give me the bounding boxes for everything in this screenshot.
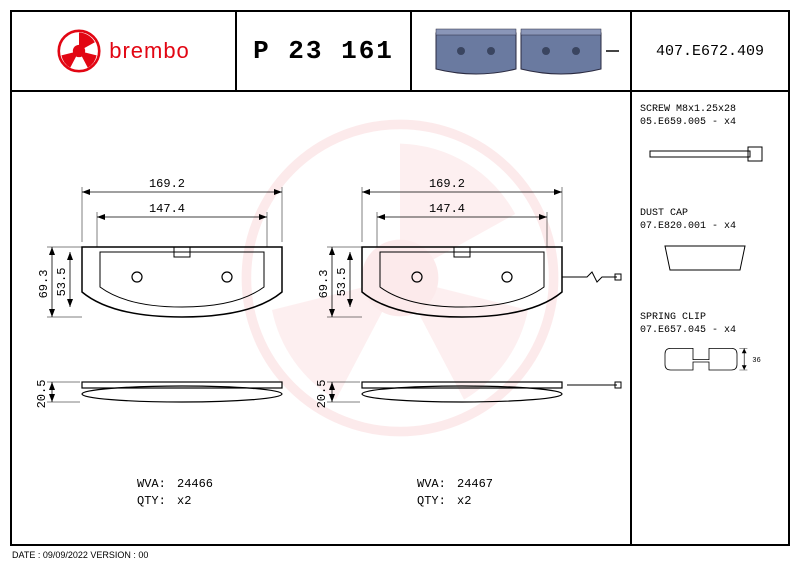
dim-right-outer-width: 169.2 bbox=[429, 177, 465, 191]
dim-right-inner-height: 53.5 bbox=[335, 268, 349, 297]
header-row: brembo P 23 161 407.E672.409 bbox=[12, 12, 788, 92]
springclip-dim: 36 bbox=[752, 357, 761, 365]
dustcap-sub: 07.E820.001 - x4 bbox=[640, 221, 780, 232]
wva-left: 24466 bbox=[177, 477, 213, 491]
reference-number: 407.E672.409 bbox=[656, 43, 764, 60]
dim-left-side-height: 20.5 bbox=[35, 380, 49, 409]
springclip-title: SPRING CLIP bbox=[640, 312, 780, 323]
wva-label-right: WVA: bbox=[417, 477, 446, 491]
wva-label-left: WVA: bbox=[137, 477, 166, 491]
product-render-cell bbox=[412, 12, 632, 90]
springclip-sub: 07.E657.045 - x4 bbox=[640, 325, 780, 336]
qty-right: x2 bbox=[457, 494, 471, 508]
date-version: DATE : 09/09/2022 VERSION : 00 bbox=[12, 550, 148, 560]
brand-name: brembo bbox=[109, 38, 190, 64]
wva-right: 24467 bbox=[457, 477, 493, 491]
screw-title: SCREW M8x1.25x28 bbox=[640, 104, 780, 115]
screw-icon bbox=[640, 134, 770, 174]
drawing-body: 169.2 147.4 69.3 bbox=[12, 92, 788, 546]
left-pad-front: 169.2 147.4 69.3 bbox=[37, 177, 282, 317]
dustcap-icon bbox=[640, 238, 770, 278]
accessory-springclip: SPRING CLIP 07.E657.045 - x4 36 bbox=[640, 312, 780, 386]
dim-right-outer-height: 69.3 bbox=[317, 270, 331, 299]
dustcap-title: DUST CAP bbox=[640, 208, 780, 219]
part-number: P 23 161 bbox=[253, 36, 394, 66]
qty-label-right: QTY: bbox=[417, 494, 446, 508]
reference-cell: 407.E672.409 bbox=[632, 12, 788, 90]
technical-drawing: 169.2 147.4 69.3 bbox=[12, 92, 632, 546]
accessory-dustcap: DUST CAP 07.E820.001 - x4 bbox=[640, 208, 780, 282]
left-pad-side: 20.5 bbox=[35, 380, 282, 409]
dim-left-inner-height: 53.5 bbox=[55, 268, 69, 297]
brembo-logo-icon bbox=[57, 29, 101, 73]
springclip-icon: 36 bbox=[640, 342, 770, 382]
accessories-sidebar: SCREW M8x1.25x28 05.E659.005 - x4 DUST C… bbox=[630, 92, 788, 546]
dim-right-inner-width: 147.4 bbox=[429, 202, 465, 216]
right-pad-side: 20.5 bbox=[315, 380, 621, 409]
qty-label-left: QTY: bbox=[137, 494, 166, 508]
dim-left-outer-height: 69.3 bbox=[37, 270, 51, 299]
qty-left: x2 bbox=[177, 494, 191, 508]
dim-left-inner-width: 147.4 bbox=[149, 202, 185, 216]
logo-cell: brembo bbox=[12, 12, 237, 90]
dim-right-side-height: 20.5 bbox=[315, 380, 329, 409]
accessory-screw: SCREW M8x1.25x28 05.E659.005 - x4 bbox=[640, 104, 780, 178]
pad-render bbox=[421, 21, 621, 81]
drawing-frame: brembo P 23 161 407.E672.409 bbox=[10, 10, 790, 546]
dim-left-outer-width: 169.2 bbox=[149, 177, 185, 191]
right-pad-front: 169.2 147.4 69.3 bbox=[317, 177, 621, 317]
screw-sub: 05.E659.005 - x4 bbox=[640, 117, 780, 128]
part-number-cell: P 23 161 bbox=[237, 12, 412, 90]
